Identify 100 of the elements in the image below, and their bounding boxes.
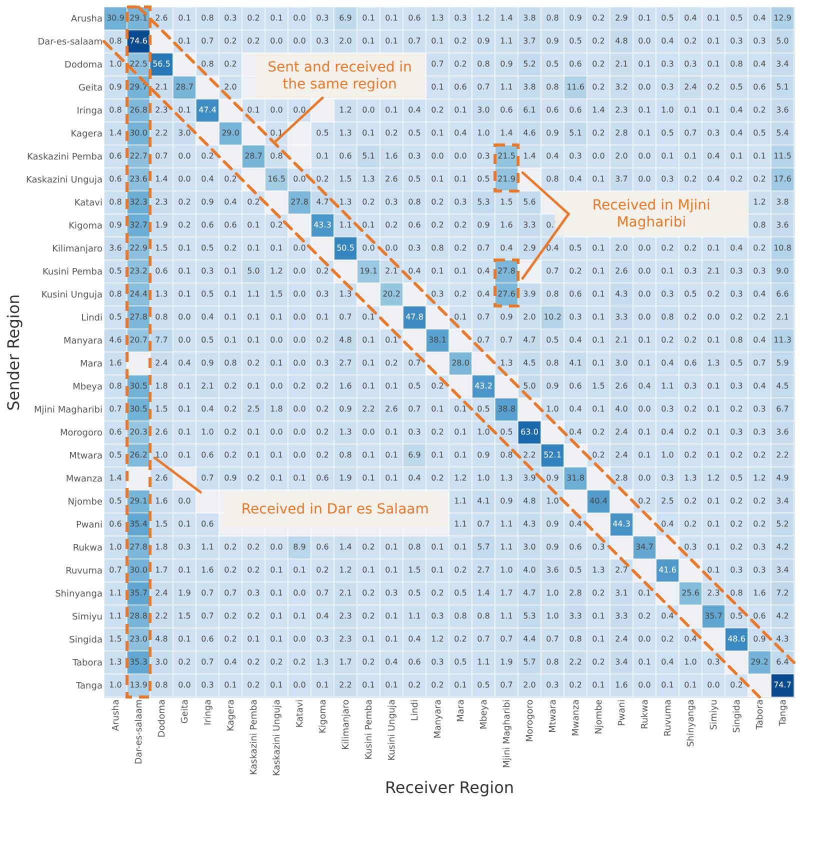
data-label: 0.4 <box>753 290 766 298</box>
data-label: 0.2 <box>454 566 467 574</box>
data-label: 0.5 <box>730 474 743 482</box>
data-label: 0.1 <box>385 634 398 644</box>
data-label: 0.4 <box>201 404 214 414</box>
data-label: 0.0 <box>293 336 306 344</box>
data-label: 1.1 <box>500 82 513 92</box>
data-label: 1.3 <box>339 290 352 298</box>
data-label: 3.6 <box>109 244 122 252</box>
data-label: 38.1 <box>428 336 446 344</box>
data-label: 0.2 <box>178 198 191 206</box>
data-label: 1.4 <box>500 14 513 22</box>
data-label: 0.2 <box>638 496 651 506</box>
data-label: 1.0 <box>546 496 559 506</box>
y-tick-label: Mwanza <box>66 474 102 484</box>
data-label: 4.6 <box>109 336 122 344</box>
data-label: 28.0 <box>452 358 470 368</box>
data-label: 0.2 <box>569 266 582 276</box>
data-label: 0.2 <box>316 174 329 184</box>
x-tick-label: Iringa <box>204 700 214 726</box>
data-label: 35.7 <box>704 612 722 620</box>
data-label: 0.2 <box>247 198 260 206</box>
data-label: 1.0 <box>109 60 122 68</box>
data-label: 3.6 <box>776 220 789 230</box>
data-label: 2.0 <box>615 152 628 160</box>
data-label: 0.0 <box>362 244 375 252</box>
data-label: 0.1 <box>362 474 375 482</box>
data-label: 27.6 <box>498 290 516 298</box>
data-label: 0.7 <box>477 520 490 528</box>
data-label: 2.3 <box>155 106 168 114</box>
data-label: 0.2 <box>293 658 306 666</box>
data-label: 0.1 <box>270 566 283 574</box>
data-label: 0.0 <box>638 290 651 298</box>
data-label: 74.7 <box>774 680 792 690</box>
data-label: 0.2 <box>753 520 766 528</box>
data-label: 5.0 <box>776 36 789 46</box>
data-label: 0.0 <box>293 450 306 460</box>
data-label: 2.0 <box>523 312 536 322</box>
data-label: 0.1 <box>431 404 444 414</box>
data-label: 0.2 <box>730 450 743 460</box>
data-label: 1.1 <box>661 382 674 390</box>
data-label: 0.1 <box>638 60 651 68</box>
y-tick-label: Mjini Magharibi <box>34 406 102 416</box>
data-label: 0.1 <box>592 634 605 644</box>
data-label: 0.2 <box>454 36 467 46</box>
data-label: 0.7 <box>224 588 237 598</box>
data-label: 0.7 <box>546 266 559 276</box>
data-label: 2.0 <box>224 82 237 92</box>
data-label: 1.6 <box>155 496 168 506</box>
data-label: 0.2 <box>224 244 237 252</box>
data-label: 0.2 <box>224 542 237 552</box>
data-label: 0.1 <box>385 680 398 690</box>
y-tick-label: Geita <box>78 84 102 94</box>
x-tick-label: Ruvuma <box>664 700 674 736</box>
data-label: 0.5 <box>569 36 582 46</box>
data-label: 1.2 <box>270 266 283 276</box>
data-label: 0.5 <box>454 658 467 666</box>
data-label: 0.8 <box>730 588 743 598</box>
data-label: 0.8 <box>155 312 168 322</box>
data-label: 1.3 <box>431 14 444 22</box>
data-label: 3.4 <box>776 496 789 506</box>
data-label: 0.1 <box>638 128 651 138</box>
data-label: 2.6 <box>615 382 628 390</box>
data-label: 0.1 <box>592 680 605 690</box>
data-label: 1.4 <box>592 106 605 114</box>
data-label: 20.3 <box>130 428 148 436</box>
data-label: 0.2 <box>454 220 467 230</box>
data-label: 5.1 <box>569 128 582 138</box>
data-label: 1.5 <box>109 634 122 644</box>
data-label: 0.5 <box>730 14 743 22</box>
data-label: 1.2 <box>707 474 720 482</box>
data-label: 0.1 <box>638 336 651 344</box>
data-label: 47.8 <box>406 312 424 322</box>
data-label: 0.6 <box>155 266 168 276</box>
data-label: 0.4 <box>454 128 467 138</box>
data-label: 0.2 <box>730 542 743 552</box>
data-label: 13.9 <box>130 680 148 690</box>
data-label: 1.0 <box>661 106 674 114</box>
x-tick-label: Geita <box>180 700 190 724</box>
data-label: 0.3 <box>753 428 766 436</box>
data-label: 29.1 <box>130 14 148 22</box>
y-tick-label: Lindi <box>81 314 102 324</box>
data-label: 0.0 <box>431 152 444 160</box>
data-label: 0.7 <box>201 36 214 46</box>
data-label: 32.7 <box>130 220 148 230</box>
data-label: 0.1 <box>316 152 329 160</box>
data-label: 0.0 <box>454 152 467 160</box>
data-label: 0.8 <box>546 290 559 298</box>
data-label: 0.7 <box>477 244 490 252</box>
data-label: 0.9 <box>500 60 513 68</box>
data-label: 0.3 <box>730 290 743 298</box>
data-label: 1.4 <box>109 128 122 138</box>
data-label: 0.1 <box>178 382 191 390</box>
data-label: 6.6 <box>776 290 789 298</box>
data-label: 0.1 <box>707 428 720 436</box>
data-label: 1.9 <box>500 658 513 666</box>
data-label: 0.1 <box>592 244 605 252</box>
data-label: 0.5 <box>477 174 490 184</box>
data-label: 0.2 <box>293 382 306 390</box>
data-label: 2.5 <box>247 404 260 414</box>
